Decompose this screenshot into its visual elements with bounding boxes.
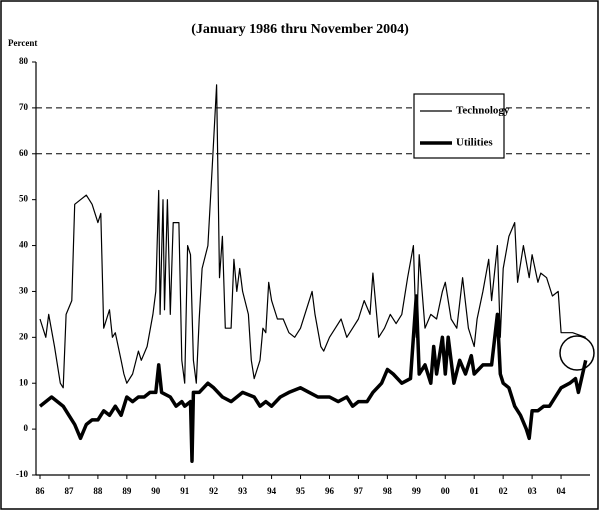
y-tick-label: 30 xyxy=(19,286,29,296)
x-tick-label: 88 xyxy=(93,486,103,496)
highlight-circle xyxy=(559,335,595,371)
y-tick-label: 10 xyxy=(19,377,29,387)
x-tick-label: 99 xyxy=(412,486,422,496)
x-tick-label: 90 xyxy=(151,486,161,496)
y-tick-label: 80 xyxy=(19,56,29,66)
x-tick-label: 97 xyxy=(354,486,364,496)
y-tick-label: 60 xyxy=(19,148,29,158)
y-axis-label: Percent xyxy=(8,38,37,48)
series-line xyxy=(38,294,588,463)
x-tick-label: 98 xyxy=(383,486,393,496)
chart-title: (January 1986 thru November 2004) xyxy=(191,22,409,37)
y-tick-label: 0 xyxy=(24,423,29,433)
x-tick-label: 94 xyxy=(267,486,277,496)
x-tick-label: 95 xyxy=(296,486,306,496)
legend-label: Technology xyxy=(456,105,510,117)
x-tick-label: 93 xyxy=(238,486,248,496)
x-tick-label: 86 xyxy=(36,486,46,496)
y-tick-label: 50 xyxy=(19,194,29,204)
legend-label: Utilities xyxy=(456,137,493,149)
legend: Technology Utilities xyxy=(413,93,510,159)
x-tick-label: 87 xyxy=(64,486,74,496)
y-tick-label: 40 xyxy=(19,240,29,250)
x-tick-label: 04 xyxy=(557,486,567,496)
series-line xyxy=(39,84,586,389)
x-tick-label: 92 xyxy=(209,486,219,496)
legend-box xyxy=(413,93,505,159)
x-tick-label: 03 xyxy=(528,486,538,496)
y-tick-label: 20 xyxy=(19,331,29,341)
x-tick-label: 01 xyxy=(470,486,480,496)
x-tick-label: 91 xyxy=(180,486,190,496)
x-tick-label: 02 xyxy=(499,486,509,496)
y-tick-label: -10 xyxy=(16,469,28,479)
x-tick-label: 96 xyxy=(325,486,335,496)
x-tick-label: 89 xyxy=(122,486,132,496)
x-tick-label: 00 xyxy=(441,486,451,496)
y-tick-label: 70 xyxy=(19,102,29,112)
